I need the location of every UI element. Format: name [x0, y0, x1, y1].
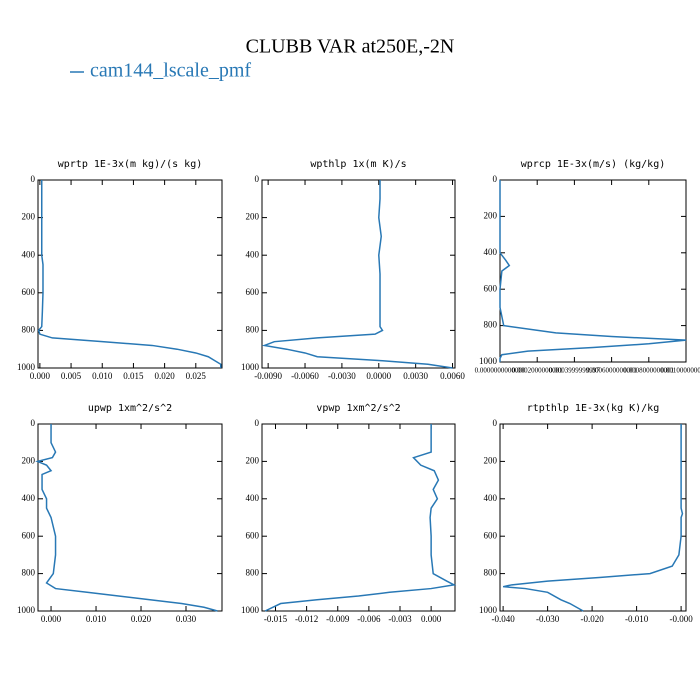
profile-line	[502, 424, 684, 612]
plot-frame	[261, 179, 456, 369]
x-tick-label: 0.015	[123, 371, 144, 381]
panel-title: wprtp 1E-3x(m kg)/(s kg)	[58, 159, 203, 170]
plot-frame	[499, 179, 687, 363]
y-tick-label: 1000	[241, 362, 260, 372]
y-tick-label: 1000	[479, 356, 498, 366]
legend-label: cam144_lscale_pmf	[90, 60, 251, 82]
y-tick-label: 800	[246, 568, 260, 578]
profile-line	[261, 180, 453, 369]
x-tick-label: -0.015	[264, 614, 288, 624]
profile-line	[264, 424, 457, 612]
panel-title: upwp 1xm^2/s^2	[88, 403, 172, 414]
x-tick-label: 0.030	[176, 614, 197, 624]
y-tick-label: 600	[484, 283, 498, 293]
x-tick-label: 0.0006000000001	[586, 367, 637, 375]
panel-title: wprcp 1E-3x(m/s) (kg/kg)	[521, 159, 666, 170]
y-tick-label: 800	[484, 320, 498, 330]
y-tick-label: 400	[484, 247, 498, 257]
x-tick-label: 0.020	[154, 371, 175, 381]
x-tick-label: 0.0003999999997	[549, 367, 600, 375]
y-tick-label: 600	[246, 287, 260, 297]
y-tick-label: 1000	[241, 605, 260, 615]
y-tick-label: 800	[246, 324, 260, 334]
panel-title: rtpthlp 1E-3x(kg K)/kg	[527, 403, 659, 414]
x-tick-label: 0.0010000000001	[661, 367, 700, 375]
y-tick-label: 0	[493, 174, 498, 184]
x-tick-label: -0.0090	[254, 371, 282, 381]
y-tick-label: 200	[22, 455, 36, 465]
y-tick-label: 200	[246, 212, 260, 222]
y-tick-label: 0	[255, 174, 260, 184]
y-tick-label: 1000	[479, 605, 498, 615]
profile-line	[499, 180, 687, 362]
y-tick-label: 600	[22, 530, 36, 540]
panel-title: wpthlp 1x(m K)/s	[310, 159, 406, 170]
y-tick-label: 0	[255, 418, 260, 428]
x-tick-label: -0.0060	[291, 371, 319, 381]
x-tick-label: 0.0060	[440, 371, 465, 381]
y-tick-label: 600	[22, 287, 36, 297]
plot-frame	[499, 423, 687, 612]
x-tick-label: 0.0008000000001	[623, 367, 674, 375]
y-tick-label: 1000	[17, 362, 36, 372]
x-tick-label: 0.000	[41, 614, 62, 624]
x-tick-label: 0.000	[30, 371, 51, 381]
x-tick-label: -0.0030	[328, 371, 356, 381]
y-tick-label: 0	[31, 174, 36, 184]
y-tick-label: 400	[484, 493, 498, 503]
y-tick-label: 200	[22, 212, 36, 222]
y-tick-label: 400	[246, 493, 260, 503]
x-tick-label: 0.0002000000001	[512, 367, 563, 375]
figure-title: CLUBB VAR at250E,-2N	[246, 36, 455, 58]
x-tick-label: -0.006	[357, 614, 381, 624]
x-tick-label: -0.012	[295, 614, 318, 624]
plot-frame	[261, 423, 456, 612]
x-tick-label: 0.010	[86, 614, 107, 624]
panel-title: vpwp 1xm^2/s^2	[316, 403, 400, 414]
y-tick-label: 1000	[17, 605, 36, 615]
y-tick-label: 0	[31, 418, 36, 428]
y-tick-label: 0	[493, 418, 498, 428]
plot-frame	[37, 423, 223, 612]
x-tick-label: -0.010	[625, 614, 649, 624]
profile-line	[35, 424, 218, 612]
x-tick-label: -0.040	[491, 614, 515, 624]
x-tick-label: -0.030	[536, 614, 560, 624]
y-tick-label: 600	[246, 530, 260, 540]
y-tick-label: 800	[22, 324, 36, 334]
y-tick-label: 400	[22, 249, 36, 259]
x-tick-label: 0.0030	[403, 371, 428, 381]
y-tick-label: 200	[246, 455, 260, 465]
x-tick-label: 0.025	[186, 371, 207, 381]
plot-frame	[37, 179, 223, 369]
x-tick-label: -0.009	[326, 614, 350, 624]
y-tick-label: 600	[484, 530, 498, 540]
x-tick-label: 0.000	[421, 614, 442, 624]
profile-line	[37, 180, 222, 368]
x-tick-label: -0.020	[580, 614, 604, 624]
y-tick-label: 200	[484, 455, 498, 465]
y-tick-label: 800	[22, 568, 36, 578]
x-tick-label: -0.000	[669, 614, 693, 624]
x-tick-label: -0.003	[388, 614, 412, 624]
y-tick-label: 200	[484, 210, 498, 220]
x-tick-label: 0.0000000000000	[475, 367, 526, 375]
x-tick-label: 0.020	[131, 614, 152, 624]
x-tick-label: 0.005	[61, 371, 82, 381]
y-tick-label: 400	[22, 493, 36, 503]
x-tick-label: 0.0000	[366, 371, 391, 381]
y-tick-label: 800	[484, 568, 498, 578]
y-tick-label: 400	[246, 249, 260, 259]
x-tick-label: 0.010	[92, 371, 113, 381]
